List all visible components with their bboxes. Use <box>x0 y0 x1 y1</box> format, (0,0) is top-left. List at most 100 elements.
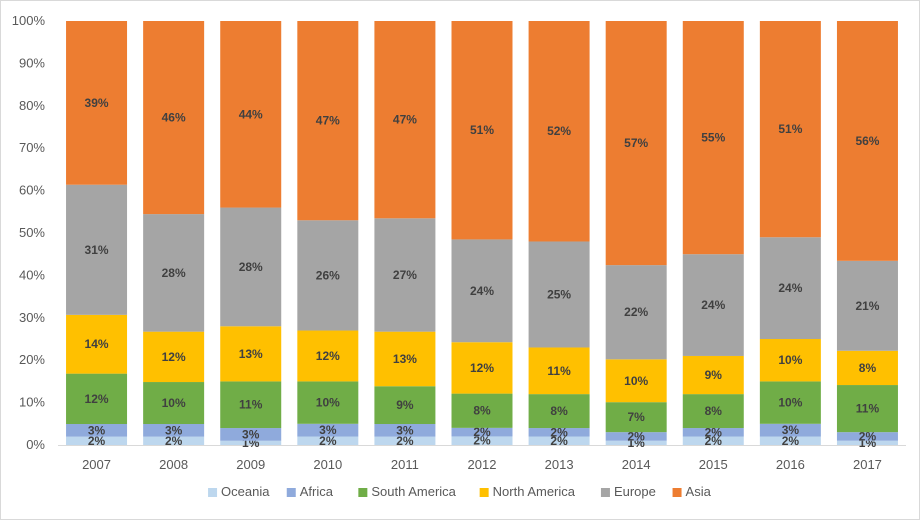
data-label: 24% <box>470 284 494 298</box>
x-tick-label: 2014 <box>622 457 651 472</box>
data-label: 51% <box>778 122 802 136</box>
bar-segment-south-america <box>374 386 436 425</box>
bar-segment-europe <box>759 237 821 339</box>
bar-segment-africa <box>528 428 590 437</box>
data-label: 2% <box>165 434 183 448</box>
data-label: 12% <box>470 361 494 375</box>
data-label: 51% <box>470 123 494 137</box>
bar-segment-oceania <box>605 440 667 445</box>
data-label: 13% <box>393 352 417 366</box>
y-tick-label: 50% <box>19 225 45 240</box>
bar-segment-oceania <box>836 440 898 445</box>
bar-segment-asia <box>451 21 513 240</box>
y-tick-label: 90% <box>19 55 45 70</box>
legend-swatch-north-america <box>479 488 489 497</box>
data-label: 3% <box>319 423 337 437</box>
x-tick-label: 2011 <box>391 457 419 472</box>
data-label: 14% <box>85 337 109 351</box>
bar-segment-south-america <box>605 402 667 433</box>
bar-segment-south-america <box>297 381 359 424</box>
bar-segment-north-america <box>143 331 205 383</box>
data-label: 2% <box>705 434 723 448</box>
data-label: 3% <box>165 423 183 437</box>
bar-segment-asia <box>297 21 359 221</box>
legend-swatch-africa <box>286 488 296 497</box>
x-tick-label: 2015 <box>699 457 728 472</box>
data-label: 8% <box>705 404 723 418</box>
data-label: 11% <box>239 398 263 412</box>
bar-segment-asia <box>605 21 667 266</box>
data-label: 22% <box>624 305 648 319</box>
bar-segment-europe <box>297 220 359 331</box>
x-tick-label: 2008 <box>159 457 188 472</box>
legend-swatch-oceania <box>208 488 218 497</box>
bar-segment-europe <box>528 241 590 348</box>
bar-segment-europe <box>605 265 667 360</box>
bar-segment-europe <box>220 207 282 327</box>
bar-segment-africa <box>220 428 282 441</box>
bar-segment-asia <box>759 21 821 238</box>
data-label: 47% <box>316 114 340 128</box>
bar-segment-oceania <box>374 436 436 445</box>
bar-segment-oceania <box>220 440 282 445</box>
y-tick-label: 70% <box>19 140 45 155</box>
data-label: 10% <box>624 374 648 388</box>
y-tick-label: 80% <box>19 98 45 113</box>
bar-segment-south-america <box>451 393 513 428</box>
data-label: 57% <box>624 136 648 150</box>
data-label: 2% <box>550 434 568 448</box>
data-label: 11% <box>856 402 880 416</box>
bar-segment-africa <box>759 423 821 437</box>
bar-segment-oceania <box>143 436 205 445</box>
y-tick-label: 20% <box>19 352 45 367</box>
bar-segment-europe <box>374 218 436 332</box>
data-label: 9% <box>396 398 414 412</box>
y-tick-label: 0% <box>26 437 45 452</box>
bar-segment-asia <box>374 21 436 219</box>
bar-segment-africa <box>297 423 359 437</box>
data-label: 46% <box>162 111 186 125</box>
data-label: 9% <box>705 368 723 382</box>
x-tick-label: 2012 <box>468 457 497 472</box>
x-tick-label: 2007 <box>82 457 111 472</box>
bar-segment-north-america <box>605 359 667 403</box>
legend-label: Europe <box>614 484 656 499</box>
data-label: 55% <box>701 131 725 145</box>
data-label: 2% <box>705 425 723 439</box>
data-label: 47% <box>393 113 417 127</box>
x-tick-label: 2009 <box>236 457 265 472</box>
bar-segment-north-america <box>374 331 436 387</box>
bar-segment-north-america <box>836 350 898 386</box>
bar-segment-africa <box>374 424 436 437</box>
bar-segment-asia <box>143 21 205 215</box>
bar-segment-oceania <box>66 436 128 445</box>
bar-segment-africa <box>836 432 898 441</box>
bar-segment-africa <box>451 427 513 437</box>
bar-segment-north-america <box>528 347 590 395</box>
bar-segment-south-america <box>759 381 821 424</box>
data-label: 2% <box>473 425 491 439</box>
legend-label: North America <box>493 484 576 499</box>
data-label: 3% <box>242 427 260 441</box>
y-tick-label: 10% <box>19 395 45 410</box>
data-label: 7% <box>628 410 646 424</box>
y-tick-label: 40% <box>19 267 45 282</box>
bar-segment-asia <box>682 21 744 255</box>
legend-label: Asia <box>686 484 712 499</box>
data-label: 8% <box>859 361 877 375</box>
bar-segment-north-america <box>297 330 359 382</box>
bar-segment-oceania <box>759 436 821 445</box>
data-label: 28% <box>162 266 186 280</box>
bar-segment-oceania <box>451 436 513 445</box>
legend-swatch-europe <box>600 488 610 497</box>
data-label: 13% <box>239 347 263 361</box>
data-label: 2% <box>396 434 414 448</box>
bar-segment-north-america <box>451 342 513 394</box>
data-label: 2% <box>319 434 337 448</box>
data-label: 25% <box>547 287 571 301</box>
bar-segment-south-america <box>143 382 205 425</box>
bar-segment-africa <box>682 428 744 437</box>
bar-segment-north-america <box>682 355 744 395</box>
bar-segment-south-america <box>528 394 590 429</box>
